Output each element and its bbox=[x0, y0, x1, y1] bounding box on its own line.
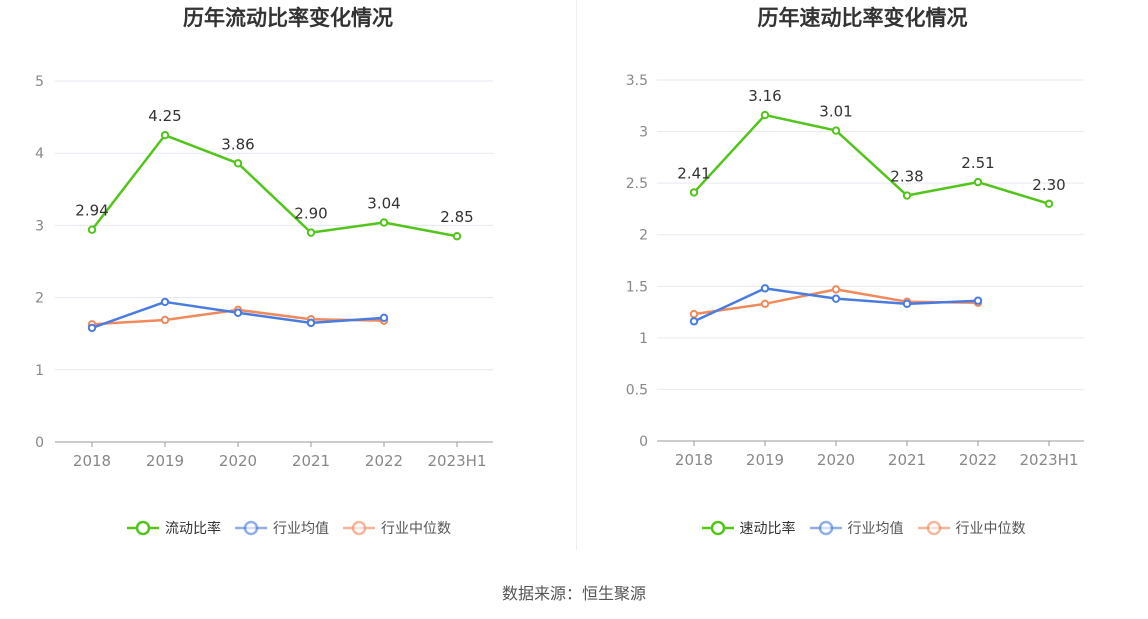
y-tick-label: 1.5 bbox=[626, 279, 648, 295]
legend-label: 速动比率 bbox=[739, 520, 796, 537]
y-tick-label: 4 bbox=[35, 146, 44, 162]
x-tick-label: 2022 bbox=[365, 452, 403, 470]
y-tick-label: 0.5 bbox=[626, 382, 648, 398]
data-point[interactable] bbox=[689, 188, 699, 197]
data-point[interactable] bbox=[160, 315, 170, 325]
x-tick-label: 2019 bbox=[146, 452, 184, 470]
data-label: 2.38 bbox=[890, 168, 923, 186]
legend-marker-icon bbox=[917, 520, 950, 535]
data-point[interactable] bbox=[760, 110, 770, 120]
panel-divider bbox=[576, 0, 577, 550]
x-tick-label: 2020 bbox=[219, 452, 257, 470]
series-line bbox=[91, 133, 458, 238]
data-point[interactable] bbox=[233, 308, 243, 317]
chart-plot-area: 0 1 2 3 4 5 2018 2019 2020 2021 2022 2023H1 2.94 4.25… bbox=[35, 74, 493, 470]
y-tick-label: 5 bbox=[35, 74, 44, 90]
data-label: 2.41 bbox=[677, 164, 710, 182]
chart-plot-area: 0 0.5 1 1.5 2 2.5 3 3.5 2018 2019 2020 2021 2022 2023… bbox=[626, 73, 1084, 469]
y-tick-label: 0 bbox=[35, 435, 44, 451]
legend-item[interactable]: 行业均值 bbox=[233, 517, 329, 538]
legend-marker-icon bbox=[235, 520, 267, 535]
data-point[interactable] bbox=[379, 313, 389, 323]
data-label: 3.86 bbox=[221, 135, 254, 153]
legend-item[interactable]: 行业中位数 bbox=[341, 517, 451, 538]
series-1 bbox=[689, 284, 983, 326]
data-point[interactable] bbox=[973, 296, 983, 305]
legend-item[interactable]: 速动比率 bbox=[700, 517, 796, 538]
data-point[interactable] bbox=[306, 228, 316, 237]
data-point[interactable] bbox=[831, 285, 841, 294]
data-label: 2.85 bbox=[440, 208, 473, 226]
legend-item[interactable]: 行业均值 bbox=[808, 517, 904, 538]
data-label: 2.51 bbox=[961, 154, 994, 172]
chart-title: 历年速动比率变化情况 bbox=[757, 6, 968, 30]
legend-label: 流动比率 bbox=[165, 520, 221, 537]
data-point[interactable] bbox=[160, 297, 170, 307]
x-tick-label: 2018 bbox=[73, 452, 111, 470]
series-0: 2.41 3.16 3.01 2.38 2.51 2.30 bbox=[677, 87, 1066, 208]
x-tick-label: 2021 bbox=[888, 451, 926, 469]
data-point[interactable] bbox=[452, 232, 462, 241]
legend-label: 行业均值 bbox=[273, 520, 329, 537]
y-tick-label: 2 bbox=[35, 291, 44, 307]
data-source-note: 数据来源：恒生聚源 bbox=[501, 584, 646, 603]
legend-marker-icon bbox=[343, 520, 375, 535]
x-tick-label: 2020 bbox=[817, 451, 855, 469]
data-label: 2.94 bbox=[75, 202, 108, 220]
legend-item[interactable]: 行业中位数 bbox=[916, 517, 1026, 538]
data-label: 4.25 bbox=[148, 107, 181, 125]
y-tick-label: 3.5 bbox=[626, 73, 648, 89]
data-point[interactable] bbox=[689, 317, 699, 326]
data-label: 3.16 bbox=[748, 87, 781, 105]
data-point[interactable] bbox=[831, 126, 841, 135]
data-point[interactable] bbox=[760, 284, 770, 293]
chart-legend: 速动比率 行业均值 行业中位数 bbox=[577, 517, 1148, 538]
legend-item[interactable]: 流动比率 bbox=[125, 517, 221, 538]
y-tick-label: 2 bbox=[639, 228, 648, 244]
quick-ratio-chart: 历年速动比率变化情况 0 0.5 1 1.5 2 2.5 3 3.5 2018 2019 2020 2… bbox=[577, 0, 1148, 560]
data-label: 2.30 bbox=[1032, 176, 1065, 194]
legend-label: 行业中位数 bbox=[381, 520, 451, 537]
data-point[interactable] bbox=[87, 323, 97, 333]
series-line bbox=[693, 113, 1050, 205]
data-point[interactable] bbox=[973, 177, 983, 187]
x-tick-label: 2021 bbox=[292, 452, 330, 470]
x-tick-label: 2019 bbox=[746, 451, 784, 469]
data-point[interactable] bbox=[902, 299, 912, 309]
data-point[interactable] bbox=[306, 318, 316, 328]
y-tick-label: 3 bbox=[35, 218, 44, 234]
data-label: 3.01 bbox=[819, 103, 852, 121]
data-point[interactable] bbox=[1044, 199, 1054, 208]
x-tick-label: 2022 bbox=[959, 451, 997, 469]
y-tick-label: 2.5 bbox=[626, 176, 648, 192]
data-point[interactable] bbox=[379, 218, 389, 227]
legend-label: 行业中位数 bbox=[955, 520, 1026, 537]
data-point[interactable] bbox=[760, 299, 770, 309]
data-point[interactable] bbox=[902, 191, 912, 200]
legend-marker-icon bbox=[127, 520, 159, 535]
data-point[interactable] bbox=[87, 225, 97, 234]
y-tick-label: 3 bbox=[639, 125, 648, 141]
x-tick-label: 2018 bbox=[675, 451, 713, 469]
chart-title: 历年流动比率变化情况 bbox=[183, 6, 393, 30]
data-label: 3.04 bbox=[367, 195, 400, 213]
legend-label: 行业均值 bbox=[847, 520, 904, 537]
data-point[interactable] bbox=[689, 309, 699, 319]
series-1 bbox=[87, 297, 389, 333]
data-point[interactable] bbox=[831, 294, 841, 303]
current-ratio-chart: 历年流动比率变化情况 0 1 2 3 4 5 2018 2019 2020 2021 2022 202… bbox=[0, 0, 576, 560]
x-tick-label: 2023H1 bbox=[428, 452, 487, 470]
y-tick-label: 0 bbox=[639, 434, 648, 450]
data-point[interactable] bbox=[233, 159, 243, 168]
legend-marker-icon bbox=[701, 520, 734, 535]
x-tick-label: 2023H1 bbox=[1020, 451, 1079, 469]
y-tick-label: 1 bbox=[35, 363, 44, 379]
data-point[interactable] bbox=[160, 130, 170, 140]
series-0: 2.94 4.25 3.86 2.90 3.04 2.85 bbox=[75, 107, 474, 241]
y-tick-label: 1 bbox=[639, 331, 648, 347]
chart-legend: 流动比率 行业均值 行业中位数 bbox=[0, 517, 576, 538]
data-label: 2.90 bbox=[294, 205, 327, 223]
legend-marker-icon bbox=[809, 520, 842, 535]
